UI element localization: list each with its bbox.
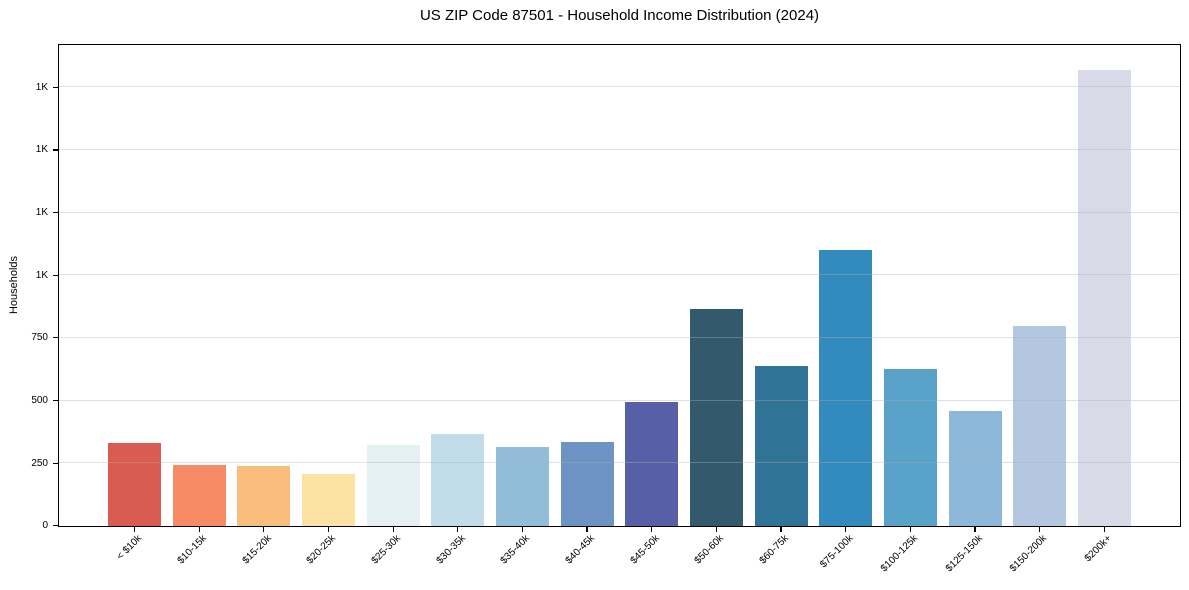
y-tick-label: 250 bbox=[31, 457, 48, 469]
bar-$50-60k bbox=[689, 309, 743, 526]
x-tick-label-$45-50k: $45-50k bbox=[628, 533, 662, 567]
y-tick-mark bbox=[52, 525, 58, 527]
chart-title: US ZIP Code 87501 - Household Income Dis… bbox=[419, 7, 820, 24]
y-axis-label: Households bbox=[8, 255, 20, 315]
x-tick-mark bbox=[651, 527, 653, 532]
gridline-750 bbox=[59, 336, 1180, 338]
x-tick-mark bbox=[845, 527, 847, 532]
bar-$200k+ bbox=[1077, 69, 1131, 526]
bar-$20-25k bbox=[301, 473, 355, 526]
y-tick-label: 500 bbox=[31, 395, 48, 406]
gridline-250 bbox=[59, 462, 1180, 464]
x-tick-mark bbox=[392, 527, 394, 532]
bar-$30-35k bbox=[431, 433, 485, 526]
bar-$25-30k bbox=[366, 445, 420, 526]
y-tick-mark bbox=[52, 274, 58, 276]
bar-$125-150k bbox=[948, 410, 1002, 526]
x-tick-label-< $10k: < $10k bbox=[115, 533, 145, 563]
y-tick-mark bbox=[52, 211, 58, 214]
x-tick-label-$60-75k: $60-75k bbox=[757, 533, 791, 567]
x-tick-mark bbox=[327, 527, 330, 532]
x-tick-label-$15-20k: $15-20k bbox=[240, 533, 274, 567]
y-tick-label: 1K bbox=[35, 207, 48, 219]
y-tick-mark bbox=[52, 337, 58, 339]
x-tick-mark bbox=[521, 527, 524, 532]
x-tick-mark bbox=[909, 527, 911, 532]
x-tick-label-$40-45k: $40-45k bbox=[563, 533, 597, 567]
x-tick-label-$125-150k: $125-150k bbox=[943, 533, 985, 575]
y-tick-mark bbox=[52, 462, 58, 464]
x-tick-label-$50-60k: $50-60k bbox=[692, 533, 727, 567]
x-tick-mark bbox=[198, 527, 200, 532]
y-tick-label: 0 bbox=[42, 520, 48, 532]
x-tick-mark bbox=[133, 527, 136, 532]
bar-$100-125k bbox=[883, 368, 937, 526]
bar-$60-75k bbox=[754, 366, 808, 526]
x-tick-mark bbox=[263, 527, 265, 532]
gridline-500 bbox=[59, 399, 1180, 401]
x-tick-label-$35-40k: $35-40k bbox=[498, 533, 533, 567]
bar-$35-40k bbox=[495, 446, 549, 526]
x-tick-label-$75-100k: $75-100k bbox=[818, 533, 856, 571]
x-tick-label-$30-35k: $30-35k bbox=[434, 533, 468, 567]
x-tick-mark bbox=[974, 527, 976, 532]
bars-container bbox=[59, 45, 1180, 526]
bar-$15-20k bbox=[237, 466, 291, 526]
y-tick-mark bbox=[52, 86, 58, 88]
bar-< $10k bbox=[108, 443, 161, 526]
x-tick-mark bbox=[586, 527, 588, 532]
x-tick-label-$100-125k: $100-125k bbox=[878, 533, 921, 575]
y-tick-label: 750 bbox=[31, 332, 48, 344]
gridline-1000 bbox=[59, 274, 1180, 276]
x-tick-mark bbox=[1039, 527, 1041, 532]
x-tick-mark bbox=[1103, 527, 1105, 532]
y-tick-label: 1K bbox=[35, 269, 48, 281]
bar-$45-50k bbox=[625, 401, 679, 526]
y-tick-mark bbox=[52, 149, 58, 151]
bar-$150-200k bbox=[1013, 325, 1067, 526]
x-tick-label-$200k+: $200k+ bbox=[1082, 533, 1115, 565]
x-tick-label-$20-25k: $20-25k bbox=[304, 533, 339, 567]
x-tick-label-$10-15k: $10-15k bbox=[175, 533, 209, 567]
y-tick-mark bbox=[52, 399, 58, 402]
gridline-1250 bbox=[59, 211, 1180, 213]
x-tick-mark bbox=[715, 527, 717, 532]
bar-$75-100k bbox=[819, 249, 873, 526]
x-tick-label-$25-30k: $25-30k bbox=[369, 533, 403, 567]
x-tick-mark bbox=[780, 527, 782, 532]
gridline-1750 bbox=[59, 86, 1180, 88]
x-tick-label-$150-200k: $150-200k bbox=[1008, 533, 1050, 575]
y-tick-label: 1K bbox=[35, 81, 48, 93]
bar-$10-15k bbox=[172, 465, 226, 526]
bar-$40-45k bbox=[560, 442, 614, 526]
plot-area bbox=[58, 44, 1181, 527]
y-tick-label: 1K bbox=[35, 144, 48, 156]
x-tick-mark bbox=[457, 527, 459, 532]
gridline-1500 bbox=[59, 148, 1180, 150]
